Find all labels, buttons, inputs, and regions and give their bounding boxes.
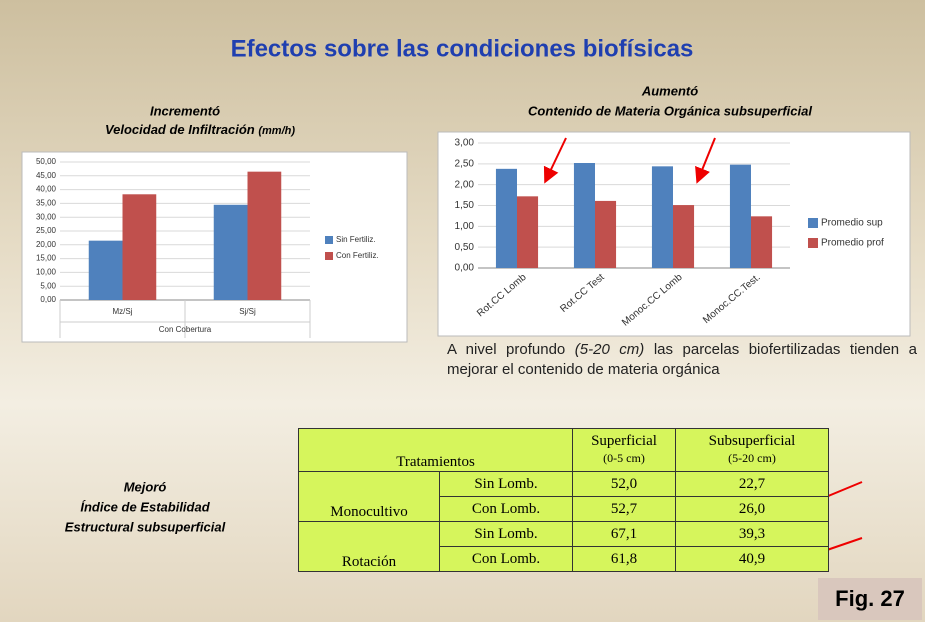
text: Superficial xyxy=(591,433,657,449)
legend-swatch xyxy=(325,252,333,260)
y-tick-label: 0,00 xyxy=(40,295,56,304)
y-tick-label: 50,00 xyxy=(36,157,57,166)
chart-title: Velocidad de Infiltración xyxy=(105,122,255,137)
cell: Sin Lomb. xyxy=(439,521,573,547)
header-cell: Tratamientos xyxy=(298,428,573,472)
bar xyxy=(122,194,157,300)
cell: Sin Lomb. xyxy=(439,471,573,497)
x-tick-label: Mz/Sj xyxy=(113,307,133,316)
cell: 61,8 xyxy=(572,546,676,572)
legend-swatch xyxy=(325,236,333,244)
y-tick-label: 5,00 xyxy=(40,281,56,290)
arrow xyxy=(543,137,567,184)
header-cell: Subsuperficial (5-20 cm) xyxy=(675,428,829,472)
text: las parcelas biofertilizadas tienden a m… xyxy=(447,341,917,378)
group-cell: Monocultivo xyxy=(298,471,440,522)
chart-title: Incrementó xyxy=(150,103,220,118)
legend-label: Con Fertiliz. xyxy=(336,251,379,260)
side-text: Índice de Estabilidad xyxy=(80,499,210,514)
y-tick-label: 20,00 xyxy=(36,240,57,249)
x-group-label: Con Cobertura xyxy=(159,325,212,334)
bar xyxy=(673,205,695,268)
bar xyxy=(751,216,773,268)
legend-label: Sin Fertiliz. xyxy=(336,235,376,244)
text: A nivel profundo xyxy=(447,341,575,358)
slide-title: Efectos sobre las condiciones biofísicas xyxy=(231,35,694,62)
y-tick-label: 10,00 xyxy=(36,268,57,277)
y-tick-label: 15,00 xyxy=(36,254,57,263)
y-tick-label: 2,00 xyxy=(455,179,475,190)
legend-swatch xyxy=(808,218,818,228)
y-tick-label: 30,00 xyxy=(36,212,57,221)
arrow xyxy=(695,137,716,184)
bar xyxy=(517,196,539,268)
chart-title: Aumentó xyxy=(641,83,698,98)
x-tick-label: Sj/Sj xyxy=(239,307,256,316)
cell: 52,7 xyxy=(572,496,676,522)
chart-title: Contenido de Materia Orgánica subsuperfi… xyxy=(528,103,812,118)
legend-label: Promedio prof xyxy=(821,238,884,249)
cell: 22,7 xyxy=(675,471,829,497)
text: Subsuperficial xyxy=(708,433,796,449)
text: (5-20 cm) xyxy=(728,451,776,465)
legend-swatch xyxy=(808,238,818,248)
bar xyxy=(573,163,595,268)
bar xyxy=(651,166,673,268)
y-tick-label: 3,00 xyxy=(455,138,475,149)
y-tick-label: 1,50 xyxy=(455,200,475,211)
cell: Con Lomb. xyxy=(439,496,573,522)
legend-label: Promedio sup xyxy=(821,218,883,229)
cell: Con Lomb. xyxy=(439,546,573,572)
bar xyxy=(729,164,751,268)
y-tick-label: 35,00 xyxy=(36,199,57,208)
bar xyxy=(495,168,517,268)
y-tick-label: 25,00 xyxy=(36,226,57,235)
cell: 26,0 xyxy=(675,496,829,522)
y-tick-label: 40,00 xyxy=(36,185,57,194)
cell: 52,0 xyxy=(572,471,676,497)
text: (5-20 cm) xyxy=(574,341,645,358)
bar xyxy=(213,204,248,300)
paragraph: A nivel profundo (5-20 cm) las parcelas … xyxy=(447,340,917,380)
unit-label: (mm/h) xyxy=(258,125,295,137)
y-tick-label: 1,00 xyxy=(455,221,475,232)
y-tick-label: 45,00 xyxy=(36,171,57,180)
text: (0-5 cm) xyxy=(603,451,645,465)
cell: 67,1 xyxy=(572,521,676,547)
group-cell: Rotación xyxy=(298,521,440,572)
side-text: Estructural subsuperficial xyxy=(65,519,226,534)
cell: 40,9 xyxy=(675,546,829,572)
figure-label: Fig. 27 xyxy=(818,578,922,620)
bar xyxy=(88,240,123,300)
chart-title: Velocidad de Infiltración (mm/h) xyxy=(105,122,295,137)
y-tick-label: 0,00 xyxy=(455,263,475,274)
bar xyxy=(595,200,617,268)
side-text: Mejoró xyxy=(124,479,167,494)
y-tick-label: 0,50 xyxy=(455,242,475,253)
header-cell: Superficial (0-5 cm) xyxy=(572,428,676,472)
bar xyxy=(247,171,282,300)
cell: 39,3 xyxy=(675,521,829,547)
y-tick-label: 2,50 xyxy=(455,158,475,169)
table: Tratamientos Superficial (0-5 cm) Subsupe… xyxy=(298,428,829,572)
